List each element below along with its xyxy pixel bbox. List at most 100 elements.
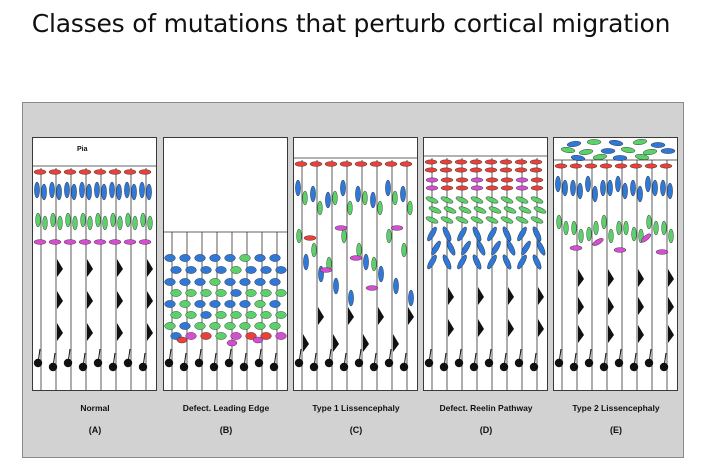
- mixed-cell: [269, 278, 281, 286]
- panel-a-drawing: Pia: [33, 146, 156, 390]
- migrating-neuron: [117, 259, 123, 277]
- green-cell: [125, 212, 131, 228]
- migrating-neuron: [478, 319, 484, 337]
- panel-d-drawing: [424, 155, 547, 390]
- blue-cell: [49, 181, 55, 199]
- blue-cell: [517, 226, 527, 242]
- blue-cell: [101, 183, 107, 201]
- panel-a-normal: Pia: [32, 137, 157, 391]
- mixed-cell: [245, 332, 257, 340]
- migrating-neuron: [333, 334, 339, 352]
- cell-process: [142, 352, 146, 368]
- blue-cell: [363, 253, 369, 271]
- migrating-neuron: [668, 297, 674, 315]
- ectopic-cell: [566, 141, 582, 147]
- ectopic-cell: [600, 148, 616, 154]
- red-cell: [176, 336, 188, 344]
- mixed-cell: [470, 177, 484, 183]
- green-cell: [556, 214, 562, 230]
- mixed-cell: [164, 278, 176, 286]
- mixed-cell: [200, 332, 212, 340]
- blue-cell: [487, 226, 497, 242]
- migrating-neuron: [147, 323, 153, 341]
- green-cell: [311, 242, 317, 258]
- blue-cell: [56, 183, 62, 201]
- red-cell: [484, 167, 498, 173]
- mixed-cell: [515, 185, 529, 191]
- magenta-cell: [78, 239, 92, 245]
- green-cell: [392, 190, 398, 206]
- panel-c-type1: [293, 137, 418, 391]
- blue-cell: [408, 289, 414, 307]
- ectopic-cell: [632, 139, 648, 145]
- green-cell: [341, 228, 347, 244]
- mixed-cell: [275, 289, 287, 297]
- blue-cell: [427, 254, 437, 270]
- mixed-cell: [260, 311, 272, 319]
- mixed-cell: [254, 278, 266, 286]
- blue-cell: [472, 226, 482, 242]
- blue-cell: [116, 183, 122, 201]
- green-cell: [653, 220, 659, 236]
- blue-cell: [310, 185, 316, 203]
- green-cell: [332, 190, 338, 206]
- green-cell: [563, 220, 569, 236]
- blue-cell: [532, 226, 542, 242]
- green-cell: [500, 196, 514, 204]
- cell-process: [373, 352, 377, 368]
- cell-process: [82, 352, 86, 368]
- blue-cell: [585, 175, 591, 193]
- blue-cell: [385, 179, 391, 197]
- mixed-cell: [194, 254, 206, 262]
- green-cell: [317, 200, 323, 216]
- mixed-cell: [245, 289, 257, 297]
- green-cell: [35, 212, 41, 228]
- migrating-neuron: [408, 307, 414, 325]
- mixed-cell: [209, 322, 221, 330]
- magenta-cell: [349, 255, 363, 261]
- mixed-cell: [245, 311, 257, 319]
- red-cell: [529, 167, 543, 173]
- red-cell: [48, 169, 62, 175]
- blue-cell: [645, 175, 651, 193]
- migrating-neuron: [448, 287, 454, 305]
- mixed-cell: [200, 311, 212, 319]
- mixed-cell: [455, 185, 469, 191]
- cell-process: [443, 352, 447, 368]
- cell-process: [603, 352, 607, 368]
- mixed-cell: [239, 322, 251, 330]
- magenta-cell: [592, 238, 604, 246]
- red-cell: [78, 169, 92, 175]
- mixed-cell: [230, 289, 242, 297]
- blue-cell: [124, 181, 130, 199]
- migrating-neuron: [147, 291, 153, 309]
- cell-process: [473, 352, 477, 368]
- mixed-cell: [530, 185, 544, 191]
- migrating-neuron: [508, 287, 514, 305]
- green-cell: [455, 196, 469, 204]
- blue-cell: [34, 181, 40, 199]
- mixed-cell: [209, 300, 221, 308]
- migrating-neuron: [87, 323, 93, 341]
- mixed-cell: [500, 177, 514, 183]
- panel-d-reelin: [423, 137, 548, 391]
- blue-cell: [615, 175, 621, 193]
- green-cell: [470, 196, 484, 204]
- red-cell: [439, 167, 453, 173]
- mixed-cell: [194, 322, 206, 330]
- cell-process: [228, 348, 232, 364]
- mixed-cell: [224, 322, 236, 330]
- blue-cell: [431, 240, 441, 256]
- mixed-cell: [179, 322, 191, 330]
- mixed-cell: [230, 332, 242, 340]
- mixed-cell: [179, 278, 191, 286]
- blue-cell: [562, 179, 568, 197]
- mixed-cell: [275, 311, 287, 319]
- cell-process: [518, 348, 522, 364]
- green-cell: [57, 215, 63, 231]
- cell-process: [112, 352, 116, 368]
- green-cell: [631, 226, 637, 242]
- blue-cell: [131, 183, 137, 201]
- blue-cell: [370, 191, 376, 209]
- cell-process: [97, 348, 101, 364]
